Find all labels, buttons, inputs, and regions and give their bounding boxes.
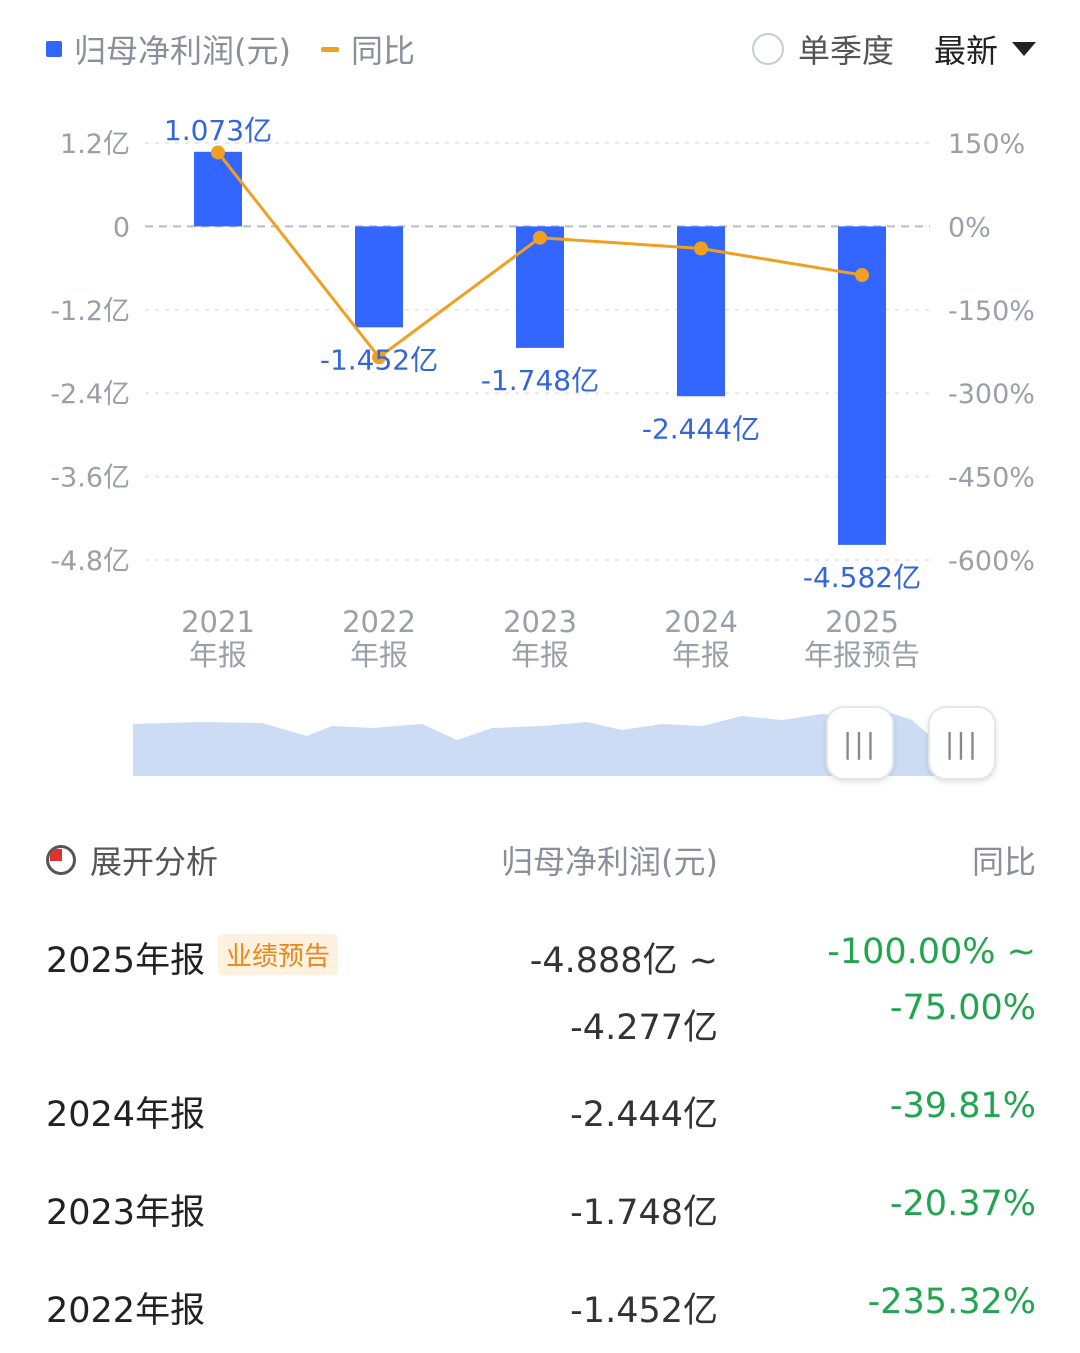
category-label: 年报 — [511, 638, 569, 672]
value-column-header: 归母净利润(元) — [501, 843, 718, 881]
legend-item-net-profit[interactable]: 归母净利润(元) — [46, 26, 291, 72]
right-tick-label: 150% — [948, 129, 1025, 160]
left-axis: 1.2亿 0 -1.2亿 -2.4亿 -3.6亿 -4.8亿 — [50, 129, 130, 577]
category-label: 年报 — [672, 638, 730, 672]
single-quarter-radio[interactable] — [751, 33, 784, 65]
yoy-point — [533, 230, 547, 245]
bar-value-label: -1.452亿 — [320, 343, 438, 376]
yoy-line-series — [211, 145, 869, 365]
row-yoy: -235.32% — [867, 1282, 1036, 1322]
bar-value-label: 1.073亿 — [164, 114, 272, 147]
right-tick-label: -300% — [948, 379, 1035, 410]
row-yoy: -39.81% — [889, 1086, 1036, 1126]
sort-select[interactable]: 最新 — [933, 32, 998, 70]
left-tick-label: 0 — [113, 212, 130, 243]
bar-series — [194, 151, 886, 545]
yoy-point — [211, 145, 225, 160]
range-slider[interactable]: ||| ||| — [122, 706, 998, 780]
row-yoy: -20.37% — [889, 1184, 1036, 1224]
row-value: -1.452亿 — [570, 1291, 718, 1331]
row-yoy: -100.00% ~ -75.00% — [827, 932, 1036, 1028]
legend-item-yoy[interactable]: 同比 — [320, 26, 415, 72]
right-tick-label: -150% — [948, 296, 1035, 327]
row-value: -4.888亿 ~ -4.277亿 — [530, 932, 718, 1050]
left-tick-label: -3.6亿 — [50, 463, 130, 494]
row-value: -1.748亿 — [570, 1193, 718, 1233]
category-label: 2025 — [825, 605, 899, 639]
category-label: 2023 — [503, 605, 577, 639]
right-axis: 150% 0% -150% -300% -450% -600% — [948, 129, 1035, 577]
row-value-line2: -4.277亿 — [570, 1008, 718, 1048]
bar — [516, 226, 564, 348]
slider-right-handle[interactable]: ||| — [928, 706, 996, 780]
category-label: 年报 — [350, 638, 408, 672]
expand-analysis-button[interactable]: 展开分析 — [90, 843, 219, 881]
row-label: 2023年报 — [46, 1193, 206, 1233]
bar-value-labels: 1.073亿 -1.452亿 -1.748亿 -2.444亿 -4.582亿 — [164, 114, 921, 594]
slider-thumbnail — [133, 710, 992, 776]
slider-left-handle[interactable]: ||| — [826, 706, 894, 780]
row-label: 2025年报 — [46, 941, 206, 981]
category-label: 2024 — [664, 605, 738, 639]
yoy-point — [694, 241, 708, 256]
bar — [355, 226, 403, 328]
category-label: 2022 — [342, 605, 416, 639]
forecast-badge: 业绩预告 — [218, 934, 339, 975]
row-value: -2.444亿 — [570, 1095, 718, 1135]
chart-controls: 单季度 最新 — [751, 26, 1036, 72]
line-swatch-icon — [320, 46, 339, 52]
left-tick-label: -2.4亿 — [50, 379, 130, 410]
net-profit-chart: 1.2亿 0 -1.2亿 -2.4亿 -3.6亿 -4.8亿 150% 0% -150% -30… — [50, 114, 1035, 672]
chevron-down-icon[interactable] — [1012, 42, 1036, 56]
bar-value-label: -4.582亿 — [803, 561, 921, 594]
grid-lines — [145, 142, 930, 561]
right-tick-label: -450% — [948, 463, 1035, 494]
yoy-column-header: 同比 — [971, 843, 1036, 881]
bar-value-label: -2.444亿 — [642, 412, 760, 445]
bar — [194, 151, 242, 227]
bar-value-label: -1.748亿 — [481, 364, 599, 397]
category-label: 2021 — [181, 605, 255, 639]
row-label: 2022年报 — [46, 1291, 206, 1331]
legend-label-net-profit: 归母净利润(元) — [74, 32, 291, 70]
yoy-point — [855, 268, 869, 283]
row-label: 2024年报 — [46, 1095, 206, 1135]
left-tick-label: -4.8亿 — [50, 546, 130, 577]
right-tick-label: 0% — [948, 212, 991, 243]
left-tick-label: -1.2亿 — [50, 296, 130, 327]
category-label: 年报 — [189, 638, 247, 672]
category-label: 年报预告 — [804, 638, 920, 672]
table-header: 展开分析 归母净利润(元) 同比 — [46, 836, 1036, 884]
row-value-line1: -4.888亿 ~ — [529, 941, 718, 981]
legend-label-yoy: 同比 — [350, 32, 415, 70]
row-yoy-line2: -75.00% — [889, 988, 1036, 1028]
left-tick-label: 1.2亿 — [60, 129, 130, 160]
bar-swatch-icon — [46, 41, 62, 57]
right-tick-label: -600% — [948, 546, 1035, 577]
pie-chart-icon[interactable] — [46, 845, 76, 875]
chart-legend: 归母净利润(元) 同比 — [46, 26, 445, 72]
row-yoy-line1: -100.00% ~ — [827, 932, 1036, 972]
single-quarter-label[interactable]: 单季度 — [797, 32, 894, 70]
yoy-point — [372, 350, 386, 365]
